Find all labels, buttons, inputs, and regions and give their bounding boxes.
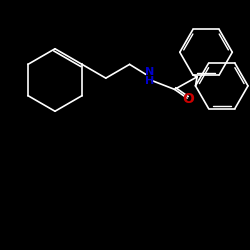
- Text: N
H: N H: [145, 67, 154, 86]
- Text: O: O: [182, 92, 194, 106]
